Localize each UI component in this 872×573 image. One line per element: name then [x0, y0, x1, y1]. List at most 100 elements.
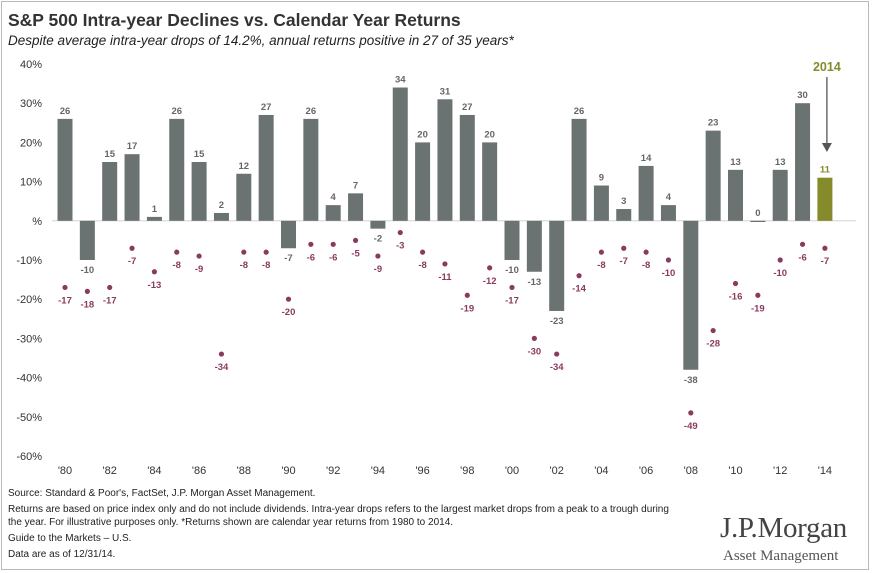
- date-note: Data are as of 12/31/14.: [8, 549, 116, 560]
- bar-1991: [303, 118, 319, 221]
- bar-label-2004: 9: [599, 173, 604, 184]
- bar-1989: [258, 114, 274, 221]
- y-tick-label: -40%: [16, 373, 42, 385]
- drop-label-2006: -8: [642, 260, 650, 271]
- x-tick-label: '04: [594, 465, 608, 477]
- x-tick-label: '80: [58, 465, 72, 477]
- x-tick-label: '88: [237, 465, 251, 477]
- bar-label-1995: 34: [395, 75, 406, 86]
- drop-label-1998: -19: [460, 303, 474, 314]
- bar-label-1988: 12: [239, 161, 250, 172]
- bar-label-1993: 7: [353, 180, 358, 191]
- drop-dot-2013: [799, 241, 806, 247]
- drop-label-2007: -10: [662, 268, 676, 279]
- drop-dot-1991: [308, 241, 314, 247]
- drop-dot-1994: [375, 253, 381, 259]
- drop-label-2001: -30: [527, 346, 541, 357]
- jpmorgan-logo: J.P.Morgan: [720, 512, 847, 544]
- drop-label-1980: -17: [58, 295, 72, 306]
- bar-1998: [459, 114, 475, 221]
- drop-dot-1983: [129, 245, 135, 251]
- x-tick-label: '84: [147, 465, 161, 477]
- bar-label-1994: -2: [374, 234, 382, 245]
- x-tick-label: '92: [326, 465, 340, 477]
- bar-label-2012: 13: [775, 157, 786, 168]
- x-tick-label: '94: [371, 465, 385, 477]
- drop-dot-1984: [151, 269, 157, 275]
- drop-dot-2002: [554, 351, 560, 357]
- bar-2014: [817, 177, 833, 221]
- y-tick-label: 10%: [20, 177, 42, 189]
- drop-dot-1982: [107, 284, 113, 291]
- bar-label-1996: 20: [417, 129, 428, 140]
- x-tick-label: '02: [550, 465, 564, 477]
- bar-label-2006: 14: [641, 153, 652, 164]
- drop-label-1983: -7: [128, 256, 136, 267]
- drop-label-1987: -34: [215, 362, 229, 373]
- source-note: Source: Standard & Poor's, FactSet, J.P.…: [8, 488, 316, 499]
- drop-dot-2009: [710, 327, 716, 334]
- drop-label-2008: -49: [684, 421, 698, 432]
- drop-dot-1992: [330, 241, 336, 247]
- drop-label-2002: -34: [550, 362, 564, 373]
- bar-1993: [348, 193, 364, 221]
- drop-dot-1999: [487, 265, 493, 271]
- x-tick-label: '12: [773, 465, 787, 477]
- bar-label-1990: -7: [284, 253, 292, 264]
- bar-label-2000: -10: [505, 265, 519, 276]
- chart-subtitle: Despite average intra-year drops of 14.2…: [8, 33, 514, 48]
- bar-label-1984: 1: [152, 204, 158, 215]
- x-tick-label: '90: [281, 465, 295, 477]
- drop-label-1997: -11: [438, 272, 452, 283]
- bar-1981: [79, 220, 95, 260]
- bar-label-1999: 20: [484, 129, 495, 140]
- bar-1984: [146, 216, 162, 221]
- x-tick-label: '98: [460, 465, 474, 477]
- x-tick-label: '00: [505, 465, 519, 477]
- footnote-line-2: the year. For illustrative purposes only…: [8, 517, 454, 528]
- drop-label-1999: -12: [483, 276, 497, 287]
- bar-2008: [683, 220, 699, 370]
- bar-label-1981: -10: [80, 265, 94, 276]
- bar-1982: [102, 162, 118, 221]
- bar-label-1986: 15: [194, 149, 205, 160]
- x-tick-label: '06: [639, 465, 653, 477]
- bar-label-1985: 26: [171, 106, 182, 117]
- bar-label-1989: 27: [261, 102, 272, 113]
- drop-label-1992: -6: [329, 252, 337, 263]
- drop-dot-1989: [263, 249, 269, 255]
- drop-label-1989: -8: [262, 260, 270, 271]
- y-tick-label: -50%: [16, 412, 42, 424]
- y-tick-label: -20%: [16, 294, 42, 306]
- chart-title: S&P 500 Intra-year Declines vs. Calendar…: [8, 10, 461, 30]
- x-tick-label: '96: [415, 465, 429, 477]
- drop-dot-2005: [621, 245, 627, 251]
- drop-dot-1981: [84, 288, 90, 294]
- bar-2003: [571, 118, 587, 221]
- x-tick-label: '14: [818, 465, 832, 477]
- drop-label-2014: -7: [821, 256, 829, 267]
- bar-1980: [57, 118, 73, 221]
- footnote-line-1: Returns are based on price index only an…: [8, 504, 669, 515]
- bar-label-2001: -13: [527, 277, 541, 288]
- drop-label-2004: -8: [597, 260, 605, 271]
- guide-note: Guide to the Markets – U.S.: [8, 533, 132, 544]
- drop-dot-1986: [196, 253, 202, 259]
- bar-1999: [482, 142, 498, 221]
- bar-2009: [705, 130, 721, 221]
- bar-label-1997: 31: [440, 86, 451, 97]
- bar-2005: [616, 209, 632, 221]
- drop-dot-1993: [352, 237, 359, 243]
- drop-label-2011: -19: [751, 303, 765, 314]
- bar-2011: [750, 220, 766, 222]
- bar-label-1980: 26: [60, 106, 71, 117]
- drop-dot-2014: [822, 245, 828, 251]
- drop-dot-1990: [285, 296, 292, 302]
- bar-label-2005: 3: [621, 196, 626, 207]
- bar-label-2002: -23: [550, 316, 564, 327]
- bar-1996: [415, 142, 431, 221]
- bar-2001: [526, 220, 542, 272]
- bar-1987: [213, 212, 229, 221]
